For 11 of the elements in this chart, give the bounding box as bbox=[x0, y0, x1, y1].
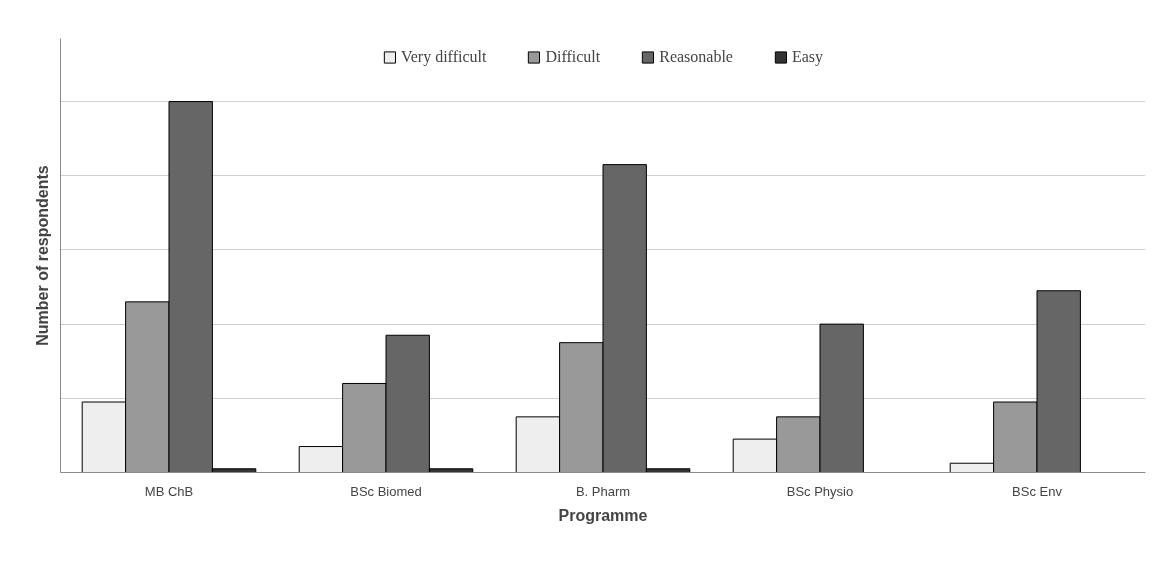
legend-label: Very difficult bbox=[400, 48, 487, 66]
x-tick-label: BSc Env bbox=[1012, 483, 1063, 499]
x-tick-label: BSc Physio bbox=[786, 483, 854, 499]
legend-label: Difficult bbox=[545, 48, 601, 66]
x-tick-label: BSc Biomed bbox=[350, 483, 422, 499]
legend-label: Easy bbox=[791, 48, 824, 66]
x-tick-label: MB ChB bbox=[144, 483, 194, 499]
x-axis-title: Programme bbox=[558, 506, 648, 524]
x-tick-label: B. Pharm bbox=[575, 483, 631, 499]
y-axis-title: Number of respondents bbox=[33, 165, 51, 346]
legend-label: Reasonable bbox=[659, 48, 733, 66]
